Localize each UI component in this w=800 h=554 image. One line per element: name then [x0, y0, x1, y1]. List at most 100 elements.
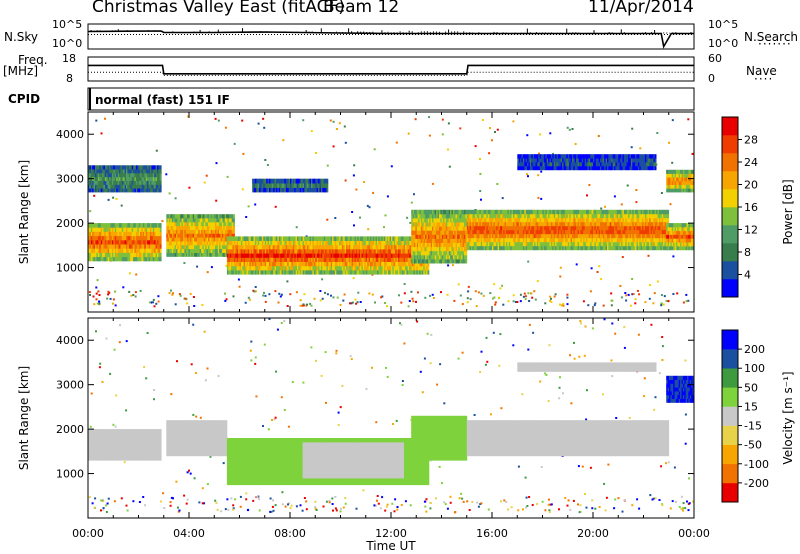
- echo-cell: [209, 214, 212, 219]
- echo-cell: [285, 249, 288, 254]
- echo-cell: [155, 180, 158, 185]
- echo-cell: [158, 223, 161, 228]
- echo-cell: [278, 236, 281, 241]
- echo-cell: [253, 244, 256, 250]
- echo-cell: [123, 223, 125, 228]
- echo-cell: [95, 184, 97, 189]
- echo-cell: [177, 218, 180, 223]
- echo-cell: [347, 253, 350, 258]
- echo-cell: [278, 178, 281, 184]
- echo-cell: [372, 236, 375, 241]
- echo-cell: [198, 233, 201, 238]
- near-range-cell: [602, 304, 605, 307]
- echo-cell: [189, 218, 192, 223]
- echo-cell: [426, 265, 428, 271]
- echo-cell: [167, 218, 170, 223]
- scatter-cell: [590, 267, 593, 270]
- echo-cell: [97, 184, 100, 189]
- echo-cell: [102, 256, 104, 262]
- echo-cell: [107, 235, 110, 241]
- echo-cell: [353, 270, 355, 275]
- near-range-cell: [627, 293, 630, 296]
- echo-cell: [389, 253, 392, 258]
- echo-cell: [267, 261, 270, 267]
- echo-cell: [343, 265, 346, 271]
- echo-cell: [240, 257, 243, 262]
- echo-cell: [178, 221, 181, 227]
- echo-cell: [230, 229, 233, 234]
- echo-cell: [96, 252, 99, 258]
- echo-cell: [135, 256, 138, 262]
- near-range-cell: [278, 292, 281, 295]
- echo-cell: [199, 233, 202, 238]
- echo-cell: [294, 178, 296, 184]
- echo-cell: [416, 265, 419, 271]
- echo-cell: [130, 252, 132, 258]
- echo-cell: [412, 261, 414, 267]
- echo-cell: [224, 244, 227, 250]
- echo-cell: [417, 270, 420, 275]
- echo-cell: [233, 261, 236, 267]
- scatter-cell: [214, 117, 217, 120]
- echo-cell: [261, 253, 264, 258]
- echo-cell: [264, 261, 267, 267]
- echo-cell: [148, 239, 151, 245]
- scatter-cell: [210, 266, 213, 269]
- echo-cell: [196, 225, 199, 230]
- scatter-cell: [120, 204, 123, 207]
- echo-cell: [90, 256, 93, 262]
- echo-cell: [372, 270, 375, 275]
- echo-cell: [375, 261, 378, 267]
- echo-cell: [140, 169, 142, 174]
- echo-cell: [119, 165, 121, 170]
- echo-cell: [151, 184, 154, 189]
- echo-cell: [166, 229, 169, 234]
- scatter-cell: [403, 283, 406, 285]
- echo-cell: [240, 253, 243, 258]
- echo-cell: [116, 176, 118, 181]
- echo-cell: [311, 253, 313, 258]
- echo-cell: [102, 223, 104, 228]
- near-range-cell: [286, 305, 289, 307]
- echo-cell: [221, 237, 224, 242]
- echo-cell: [89, 180, 92, 185]
- echo-cell: [88, 165, 90, 170]
- echo-cell: [277, 236, 280, 241]
- echo-cell: [147, 227, 149, 232]
- echo-cell: [305, 240, 308, 246]
- echo-cell: [206, 241, 209, 246]
- echo-cell: [285, 187, 288, 193]
- echo-cell: [90, 235, 93, 241]
- echo-cell: [141, 169, 144, 174]
- echo-cell: [348, 236, 351, 241]
- echo-cell: [167, 214, 170, 219]
- scatter-cell: [122, 286, 125, 289]
- echo-cell: [318, 240, 320, 246]
- echo-cell: [315, 183, 318, 188]
- echo-cell: [111, 227, 114, 232]
- echo-cell: [208, 241, 210, 246]
- freq-panel-frame: [87, 56, 695, 82]
- echo-cell: [209, 241, 212, 246]
- scatter-cell: [403, 292, 406, 295]
- scatter-cell: [371, 293, 374, 296]
- echo-cell: [370, 249, 372, 254]
- echo-cell: [92, 184, 94, 189]
- echo-cell: [326, 178, 329, 184]
- echo-cell: [224, 237, 227, 242]
- echo-cell: [407, 265, 410, 271]
- echo-cell: [145, 165, 148, 170]
- echo-cell: [236, 244, 239, 250]
- echo-cell: [135, 244, 138, 249]
- echo-cell: [192, 233, 195, 238]
- echo-cell: [347, 240, 350, 246]
- echo-cell: [206, 229, 209, 234]
- near-range-cell: [512, 300, 515, 303]
- echo-cell: [147, 176, 149, 181]
- echo-cell: [138, 180, 141, 185]
- echo-cell: [389, 261, 392, 267]
- echo-cell: [391, 257, 393, 262]
- echo-cell: [370, 257, 372, 262]
- scatter-cell: [289, 293, 292, 296]
- echo-cell: [173, 221, 175, 227]
